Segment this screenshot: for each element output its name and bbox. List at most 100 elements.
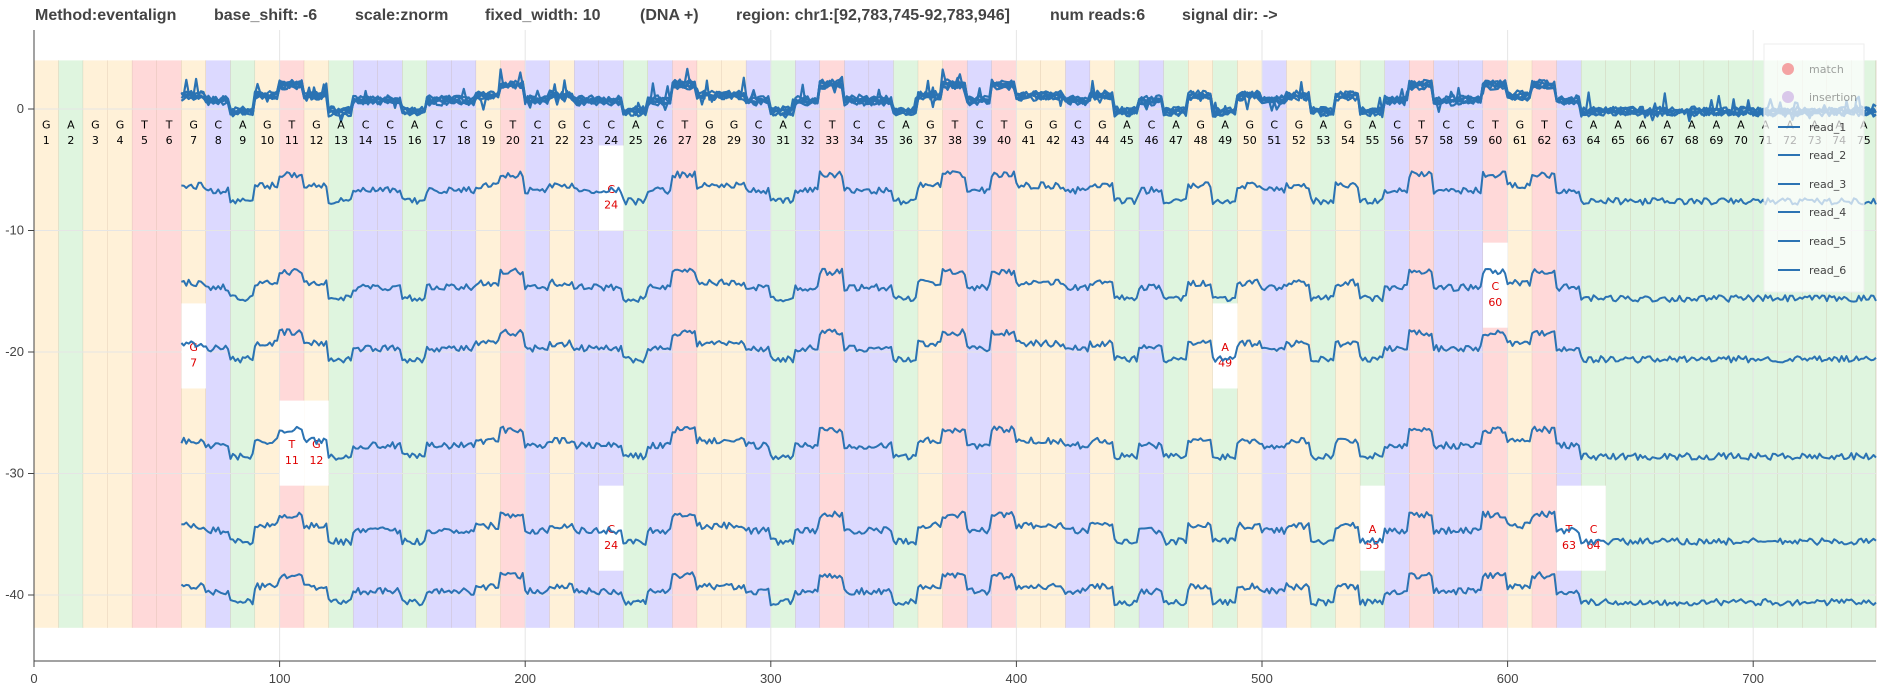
base-letter-25: A xyxy=(632,118,640,131)
legend-insertion-label: insertion xyxy=(1809,91,1857,104)
base-band-33 xyxy=(819,60,845,628)
plot-header: Method:eventalign base_shift: -6 scale:z… xyxy=(0,0,1879,30)
base-letter-19: G xyxy=(484,118,493,131)
insertion-index-label: 7 xyxy=(190,357,197,370)
base-index-60: 60 xyxy=(1488,134,1502,147)
base-index-32: 32 xyxy=(801,134,815,147)
base-letter-12: G xyxy=(312,118,321,131)
base-band-25 xyxy=(623,60,648,628)
x-tick-label: 200 xyxy=(514,671,536,686)
insertion-base-label: C xyxy=(607,523,615,536)
base-letter-24: C xyxy=(607,118,615,131)
base-index-10: 10 xyxy=(260,134,274,147)
legend-read-6-label: read_6 xyxy=(1809,264,1846,277)
base-letter-44: G xyxy=(1098,118,1107,131)
base-index-43: 43 xyxy=(1071,134,1085,147)
insertion-base-label: C xyxy=(1491,280,1499,293)
base-index-68: 68 xyxy=(1685,134,1699,147)
base-band-3 xyxy=(83,60,108,628)
base-letter-29: G xyxy=(730,118,739,131)
base-letter-18: C xyxy=(460,118,468,131)
base-letter-38: T xyxy=(951,118,959,131)
base-letter-70: A xyxy=(1737,118,1745,131)
base-letter-26: C xyxy=(656,118,664,131)
x-tick-label: 500 xyxy=(1251,671,1273,686)
base-index-56: 56 xyxy=(1390,134,1404,147)
insertion-index-label: 60 xyxy=(1488,296,1502,309)
base-index-39: 39 xyxy=(973,134,987,147)
base-letter-63: C xyxy=(1565,118,1573,131)
base-index-62: 62 xyxy=(1537,134,1551,147)
base-letter-43: C xyxy=(1074,118,1082,131)
base-index-48: 48 xyxy=(1194,134,1208,147)
base-band-4 xyxy=(107,60,133,628)
base-index-15: 15 xyxy=(383,134,397,147)
base-letter-54: G xyxy=(1344,118,1353,131)
base-letter-5: T xyxy=(140,118,148,131)
y-tick-label: 0 xyxy=(17,101,24,116)
base-letter-33: T xyxy=(828,118,836,131)
base-letter-68: A xyxy=(1688,118,1696,131)
base-band-65 xyxy=(1605,60,1631,628)
base-band-44 xyxy=(1090,60,1115,628)
base-letter-53: A xyxy=(1320,118,1328,131)
base-index-20: 20 xyxy=(506,134,520,147)
base-index-16: 16 xyxy=(408,134,422,147)
base-letter-20: T xyxy=(509,118,517,131)
insertion-index-label: 11 xyxy=(285,454,299,467)
base-index-11: 11 xyxy=(285,134,299,147)
base-index-1: 1 xyxy=(43,134,50,147)
base-letter-47: A xyxy=(1172,118,1180,131)
x-tick-label: 600 xyxy=(1497,671,1519,686)
base-letter-15: C xyxy=(386,118,394,131)
base-letter-61: G xyxy=(1516,118,1525,131)
base-index-7: 7 xyxy=(190,134,197,147)
base-index-5: 5 xyxy=(141,134,148,147)
base-band-69 xyxy=(1704,60,1729,628)
base-letter-52: G xyxy=(1295,118,1304,131)
insertion-index-label: 24 xyxy=(604,539,618,552)
base-band-60 xyxy=(1483,60,1508,628)
base-index-69: 69 xyxy=(1709,134,1723,147)
signal-read_5 xyxy=(181,510,1877,546)
base-letter-17: C xyxy=(435,118,443,131)
base-index-13: 13 xyxy=(334,134,348,147)
base-index-70: 70 xyxy=(1734,134,1748,147)
base-band-47 xyxy=(1163,60,1189,628)
y-tick-label: -10 xyxy=(5,223,24,238)
base-letter-42: G xyxy=(1049,118,1058,131)
base-index-24: 24 xyxy=(604,134,618,147)
fixed-width-label: fixed_width: 10 xyxy=(485,7,601,24)
base-index-65: 65 xyxy=(1611,134,1625,147)
base-letter-10: G xyxy=(263,118,272,131)
base-index-19: 19 xyxy=(481,134,495,147)
x-tick-label: 100 xyxy=(269,671,291,686)
base-letter-36: A xyxy=(902,118,910,131)
base-index-9: 9 xyxy=(239,134,246,147)
legend-read-5-label: read_5 xyxy=(1809,235,1846,248)
base-index-41: 41 xyxy=(1022,134,1036,147)
base-letter-34: C xyxy=(853,118,861,131)
base-letter-13: A xyxy=(337,118,345,131)
insertion-base-label: G xyxy=(189,341,198,354)
base-index-64: 64 xyxy=(1587,134,1601,147)
insertion-base-label: C xyxy=(607,183,615,196)
base-index-46: 46 xyxy=(1144,134,1158,147)
base-index-26: 26 xyxy=(653,134,667,147)
base-letter-41: G xyxy=(1024,118,1033,131)
legend-match-label: match xyxy=(1809,63,1844,76)
signal-read_2 xyxy=(181,267,1877,303)
y-tick-label: -20 xyxy=(5,344,24,359)
base-index-59: 59 xyxy=(1464,134,1478,147)
overlay-signal-read_6 xyxy=(180,68,1877,119)
base-letter-11: T xyxy=(288,118,296,131)
base-letter-8: C xyxy=(214,118,222,131)
signal-layer: C 24 C 60 G 7 A 49 T 11 G 12 C 24 A 55 T 63 C 64 xyxy=(180,67,1877,607)
base-letter-66: A xyxy=(1639,118,1647,131)
legend-match-marker xyxy=(1782,63,1794,75)
base-letter-56: C xyxy=(1393,118,1401,131)
base-letter-1: G xyxy=(42,118,51,131)
region-label: region: chr1:[92,783,745-92,783,946] xyxy=(736,7,1010,24)
base-letter-14: C xyxy=(362,118,370,131)
